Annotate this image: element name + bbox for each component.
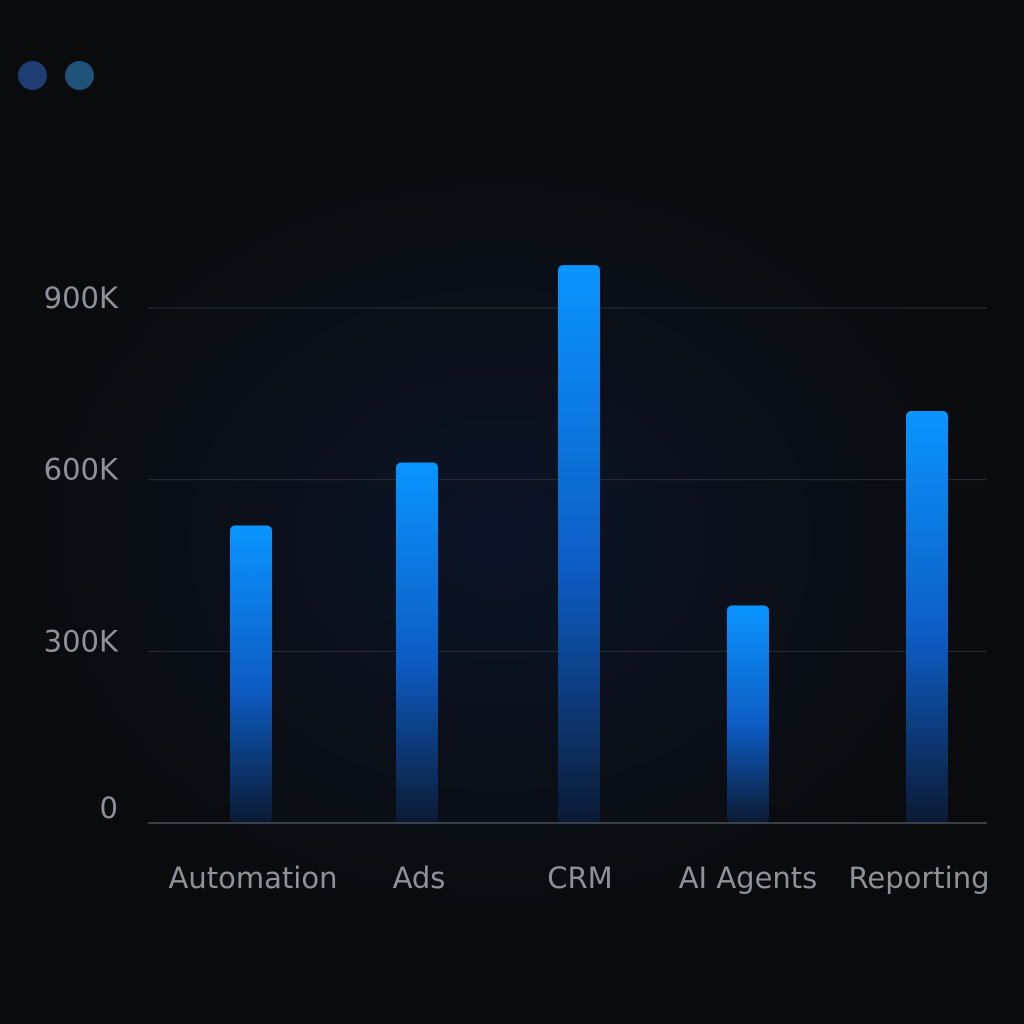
bar-reporting[interactable] xyxy=(906,411,948,823)
x-category-label: AI Agents xyxy=(679,861,818,895)
y-axis-tick-labels: 0 300K 600K 900K xyxy=(44,281,119,825)
x-category-label: CRM xyxy=(547,861,612,895)
bar-ai-agents[interactable] xyxy=(727,605,769,823)
y-tick-label: 300K xyxy=(44,624,119,658)
x-category-label: Reporting xyxy=(849,861,990,895)
window-dot-icon[interactable] xyxy=(65,61,94,90)
bar-automation[interactable] xyxy=(230,525,272,823)
x-category-label: Automation xyxy=(169,861,338,895)
y-tick-label: 600K xyxy=(44,453,119,487)
x-category-label: Ads xyxy=(393,861,446,895)
bar-ads[interactable] xyxy=(396,462,438,824)
window-controls xyxy=(18,61,94,90)
y-tick-label: 900K xyxy=(44,281,119,315)
bars xyxy=(230,265,948,823)
y-tick-label: 0 xyxy=(100,791,118,825)
x-axis-category-labels: Automation Ads CRM AI Agents Reporting xyxy=(169,861,990,895)
bar-crm[interactable] xyxy=(558,265,600,823)
window-dot-icon[interactable] xyxy=(18,61,47,90)
